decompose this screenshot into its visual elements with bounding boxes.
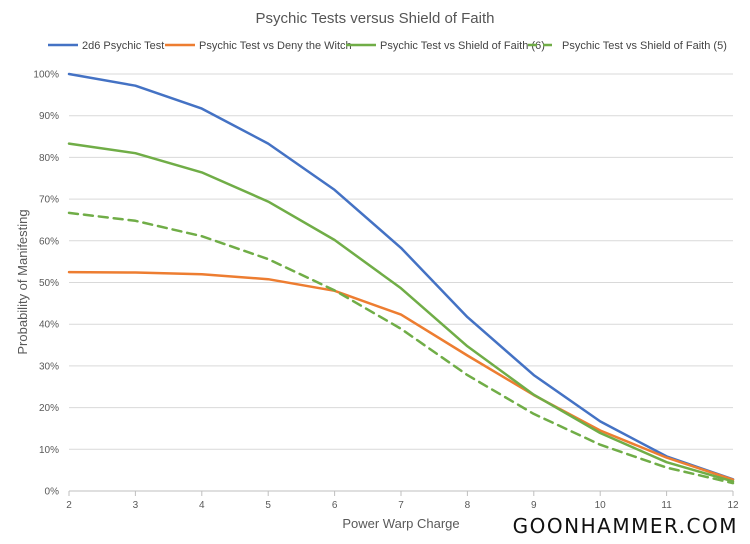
x-tick-label: 12 [727, 500, 739, 511]
y-axis-ticks: 0% 10% 20% 30% 40% 50% 60% 70% 80% 90% 100% [33, 70, 59, 498]
legend-label: Psychic Test vs Deny the Witch [199, 40, 352, 52]
y-tick-label: 0% [45, 487, 60, 498]
x-tick-label: 5 [265, 500, 271, 511]
y-tick-label: 30% [39, 361, 59, 372]
y-axis-label: Probability of Manifesting [15, 209, 30, 354]
series-line-1 [67, 72, 735, 481]
x-axis-ticks: 2 3 4 5 6 7 8 9 10 11 12 [66, 491, 739, 511]
x-tick-label: 4 [199, 500, 205, 511]
x-tick-label: 6 [332, 500, 338, 511]
x-tick-label: 7 [398, 500, 404, 511]
x-axis-label: Power Warp Charge [342, 516, 459, 531]
y-tick-label: 60% [39, 236, 59, 247]
x-tick-label: 3 [133, 500, 139, 511]
y-tick-label: 100% [33, 70, 59, 81]
gridlines [69, 73, 733, 492]
y-tick-label: 70% [39, 195, 59, 206]
y-tick-label: 80% [39, 153, 59, 164]
series-line-2 [67, 270, 735, 481]
y-tick-label: 20% [39, 403, 59, 414]
y-tick-label: 90% [39, 111, 59, 122]
legend-label: Psychic Test vs Shield of Faith (5) [562, 40, 727, 52]
chart-title: Psychic Tests versus Shield of Faith [256, 10, 495, 27]
x-tick-label: 2 [66, 500, 72, 511]
legend-label: 2d6 Psychic Test [82, 40, 164, 52]
series-line-3 [67, 142, 735, 483]
series-lines [67, 72, 735, 485]
y-tick-label: 50% [39, 278, 59, 289]
x-tick-label: 9 [531, 500, 537, 511]
legend-label: Psychic Test vs Shield of Faith (6) [380, 40, 545, 52]
x-tick-label: 10 [595, 500, 607, 511]
legend: 2d6 Psychic Test Psychic Test vs Deny the… [48, 40, 727, 52]
brand-watermark: GOONHAMMER.COM [512, 514, 738, 538]
x-tick-label: 8 [465, 500, 471, 511]
y-tick-label: 10% [39, 445, 59, 456]
series-line-4 [67, 211, 735, 485]
y-tick-label: 40% [39, 320, 59, 331]
x-tick-label: 11 [661, 500, 672, 511]
